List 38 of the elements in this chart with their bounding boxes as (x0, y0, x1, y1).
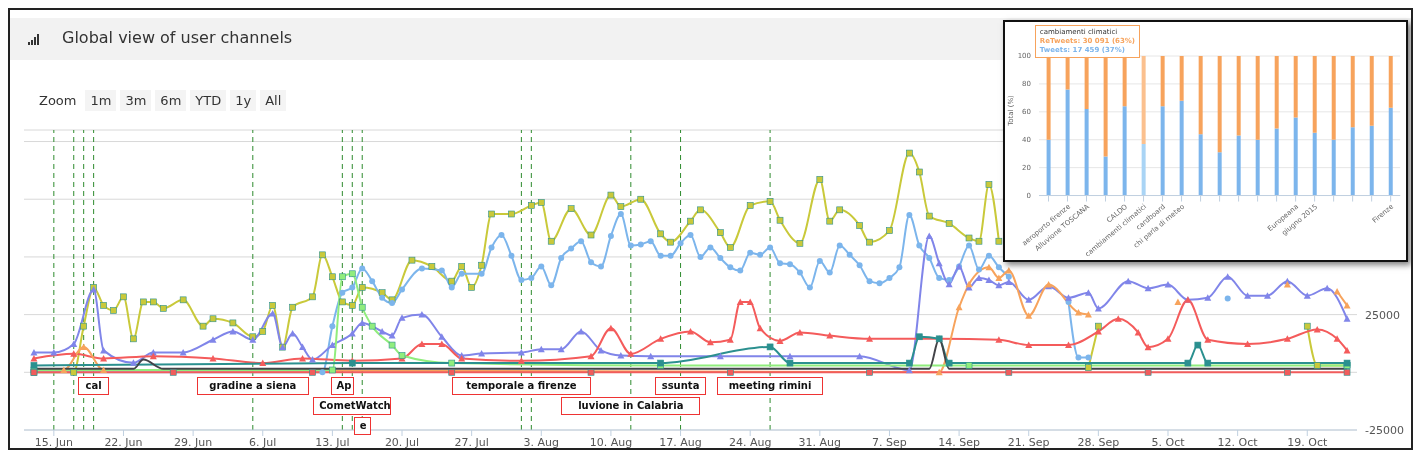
x-tick-label: 13. Jul (315, 435, 350, 449)
flag-box: temporale a firenze (451, 377, 591, 396)
flag-box: ssunta (655, 377, 706, 396)
x-tick-label: 17. Aug (659, 435, 702, 449)
chart-title: Global view of user channels (62, 28, 293, 47)
text: 6m (155, 90, 187, 111)
flag-box: Ap (330, 377, 355, 396)
x-tick-label: 28. Sep (1077, 435, 1120, 449)
x-tick-label: 19. Oct (1287, 435, 1328, 449)
x-tick-label: 7. Sep (872, 435, 907, 449)
x-tick-label: 14. Sep (938, 435, 980, 449)
x-tick-label: 10. Aug (589, 435, 633, 449)
x-tick-label: 31. Aug (798, 435, 842, 449)
flag-box: gradine a siena (196, 377, 309, 396)
x-tick-label: 21. Sep (1007, 435, 1050, 449)
x-tick-label: 20. Jul (384, 435, 420, 449)
x-tick-label: 6. Jul (249, 435, 277, 449)
x-tick-label: 29. Jun (174, 435, 213, 449)
flag-box: meeting rimini (717, 377, 823, 396)
text: 1y (230, 90, 257, 111)
x-tick-label: 15. Jun (34, 435, 73, 449)
text: YTD (190, 90, 227, 111)
flag-box: e (353, 417, 371, 436)
text: 3m (120, 90, 152, 111)
y-tick-label: 25000 (1365, 308, 1400, 322)
flag-box: CometWatch (313, 397, 392, 416)
x-tick-label: 24. Aug (728, 435, 772, 449)
text: Zoom (38, 92, 78, 110)
text: 1m (85, 90, 117, 111)
y-tick-label: -25000 (1365, 423, 1404, 437)
x-tick-label: 3. Aug (523, 435, 560, 449)
x-tick-label: 27. Jul (454, 435, 489, 449)
x-tick-label: 12. Oct (1217, 435, 1259, 449)
flag-box: luvione in Calabria (561, 397, 701, 416)
text: All (260, 90, 287, 111)
x-tick-label: 5. Oct (1151, 435, 1186, 449)
flag-box: cal (78, 377, 109, 396)
x-tick-label: 22. Jun (104, 435, 143, 449)
